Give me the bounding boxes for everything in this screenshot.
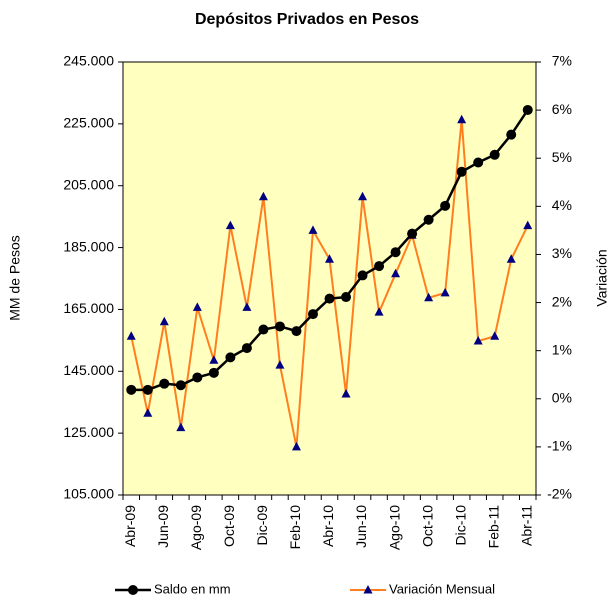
data-point bbox=[506, 254, 516, 263]
data-point bbox=[390, 247, 401, 258]
data-point bbox=[490, 331, 500, 340]
data-point bbox=[225, 220, 235, 230]
data-point bbox=[274, 321, 285, 332]
data-point bbox=[159, 378, 170, 389]
x-tick-label: Dic-09 bbox=[254, 505, 270, 546]
data-point bbox=[192, 372, 203, 383]
x-tick-label: Feb-10 bbox=[287, 505, 303, 550]
y-tick-label: 225.000 bbox=[63, 115, 114, 131]
x-tick-label: Jun-10 bbox=[353, 505, 369, 548]
data-point bbox=[307, 309, 318, 320]
y2-tick-label: 6% bbox=[552, 101, 572, 117]
data-point bbox=[209, 355, 219, 364]
data-point bbox=[357, 270, 368, 281]
y-tick-label: 245.000 bbox=[63, 53, 114, 69]
legend-marker bbox=[128, 585, 138, 595]
x-tick-label: Abr-10 bbox=[320, 505, 336, 547]
x-tick-label: Abr-09 bbox=[122, 505, 138, 547]
data-point bbox=[241, 343, 252, 354]
data-point bbox=[208, 367, 219, 378]
y2-axis-label: Variación bbox=[594, 249, 610, 306]
y-tick-label: 205.000 bbox=[63, 176, 114, 192]
x-tick-label: Jun-09 bbox=[155, 505, 171, 548]
x-tick-label: Abr-11 bbox=[518, 505, 534, 546]
data-point bbox=[142, 384, 153, 395]
y2-tick-label: 2% bbox=[552, 293, 572, 309]
x-tick-label: Ago-09 bbox=[188, 505, 204, 550]
data-point bbox=[341, 388, 351, 398]
x-tick-label: Dic-10 bbox=[452, 505, 468, 546]
data-point bbox=[473, 157, 484, 168]
legend-label: Saldo en mm bbox=[154, 581, 231, 596]
data-point bbox=[423, 214, 434, 225]
plot-area bbox=[122, 61, 537, 496]
data-point bbox=[457, 114, 467, 124]
y2-tick-label: 0% bbox=[552, 389, 572, 405]
data-point bbox=[308, 225, 318, 234]
data-point bbox=[258, 324, 269, 335]
legend-marker bbox=[363, 585, 373, 594]
y2-tick-label: 3% bbox=[552, 245, 572, 261]
data-point bbox=[391, 268, 401, 278]
legend-label: Variación Mensual bbox=[389, 581, 495, 596]
data-point bbox=[192, 302, 202, 311]
data-point bbox=[325, 254, 334, 263]
data-point bbox=[522, 104, 533, 115]
data-point bbox=[291, 326, 302, 337]
data-point bbox=[126, 331, 136, 340]
data-point bbox=[126, 384, 137, 395]
y-tick-label: 165.000 bbox=[63, 300, 114, 316]
data-point bbox=[159, 316, 169, 326]
y-axis-label: MM de Pesos bbox=[7, 235, 23, 321]
x-tick-label: Feb-11 bbox=[485, 505, 501, 549]
y2-tick-label: 7% bbox=[552, 53, 572, 69]
data-point bbox=[506, 129, 517, 140]
x-tick-label: Ago-10 bbox=[386, 505, 402, 550]
x-tick-label: Oct-10 bbox=[419, 505, 435, 547]
data-point bbox=[473, 336, 483, 345]
data-point bbox=[225, 352, 236, 363]
y-tick-label: 185.000 bbox=[63, 238, 114, 254]
y2-tick-label: -2% bbox=[547, 486, 572, 502]
chart-title: Depósitos Privados en Pesos bbox=[195, 11, 419, 28]
y-tick-label: 105.000 bbox=[63, 486, 114, 502]
data-point bbox=[374, 261, 385, 272]
data-point bbox=[341, 292, 352, 303]
data-point bbox=[523, 220, 533, 230]
data-point bbox=[275, 360, 285, 369]
data-point bbox=[242, 302, 252, 311]
data-point bbox=[489, 149, 500, 160]
y2-tick-label: 4% bbox=[552, 197, 572, 213]
y2-tick-label: -1% bbox=[547, 438, 572, 454]
data-point bbox=[176, 422, 186, 432]
data-point bbox=[374, 307, 384, 316]
data-point bbox=[440, 287, 450, 297]
data-point bbox=[175, 380, 186, 391]
y-tick-label: 125.000 bbox=[63, 424, 114, 440]
y-tick-label: 145.000 bbox=[63, 362, 114, 378]
x-tick-label: Oct-09 bbox=[221, 505, 237, 547]
data-point bbox=[407, 228, 418, 239]
data-point bbox=[258, 191, 268, 201]
data-point bbox=[324, 293, 335, 304]
data-point bbox=[291, 441, 301, 451]
data-point bbox=[143, 408, 153, 417]
data-point bbox=[440, 200, 451, 211]
data-point bbox=[456, 166, 467, 177]
data-point bbox=[358, 191, 368, 201]
y2-tick-label: 5% bbox=[552, 149, 572, 165]
data-point bbox=[424, 292, 434, 302]
y2-tick-label: 1% bbox=[552, 341, 572, 357]
